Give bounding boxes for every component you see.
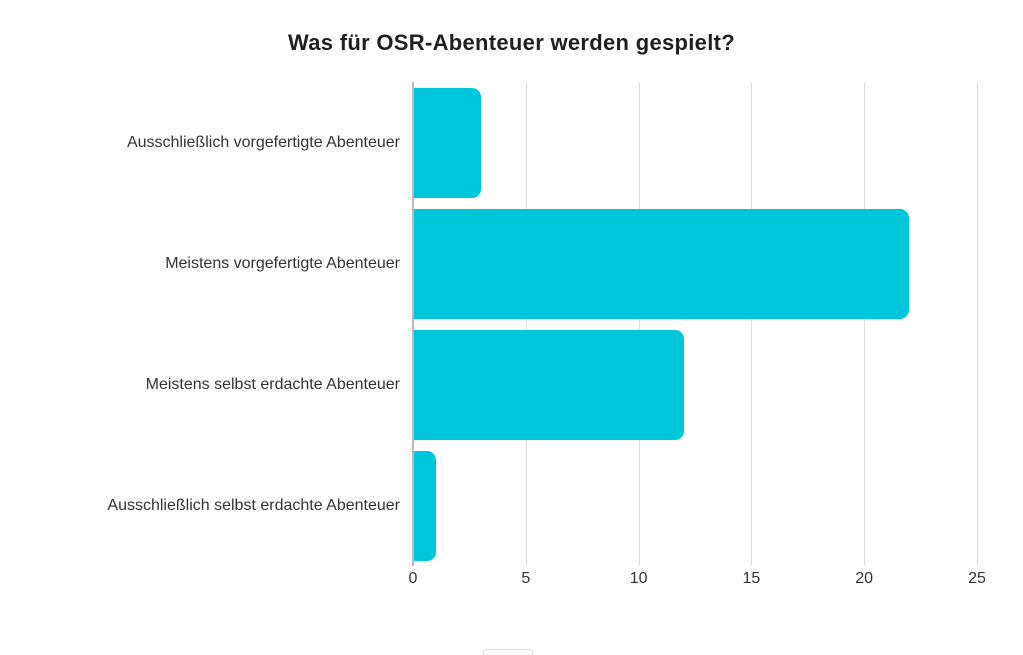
gridline	[864, 82, 866, 566]
y-axis-line	[412, 82, 414, 566]
gridline	[525, 82, 527, 566]
bar-2	[414, 329, 684, 440]
x-tick-label-5: 5	[521, 570, 531, 587]
gridline	[751, 82, 753, 566]
bar-3	[414, 450, 436, 561]
chart-title: Was für OSR-Abenteuer werden gespielt?	[288, 30, 735, 55]
x-tick-label-20: 20	[855, 570, 874, 587]
x-tick-label-15: 15	[742, 570, 761, 587]
category-label-0: Ausschließlich vorgefertigte Abenteuer	[126, 133, 400, 151]
category-label-2: Meistens selbst erdachte Abenteuer	[145, 375, 400, 393]
cropped-control-box	[483, 649, 533, 655]
category-label-1: Meistens vorgefertigte Abenteuer	[165, 254, 400, 272]
gridline	[638, 82, 640, 566]
gridline	[977, 82, 978, 566]
bar-1	[414, 208, 909, 319]
x-tick-label-10: 10	[629, 570, 648, 587]
category-label-3: Ausschließlich selbst erdachte Abenteuer	[107, 496, 400, 514]
bar-0	[414, 87, 481, 198]
x-tick-label-25: 25	[968, 570, 986, 587]
x-tick-label-0: 0	[408, 570, 418, 587]
